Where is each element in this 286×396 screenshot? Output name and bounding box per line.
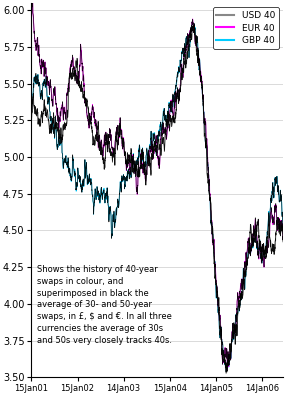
Text: Shows the history of 40-year
swaps in colour, and
superimposed in black the
aver: Shows the history of 40-year swaps in co… (37, 265, 172, 345)
Legend: USD 40, EUR 40, GBP 40: USD 40, EUR 40, GBP 40 (213, 7, 279, 49)
